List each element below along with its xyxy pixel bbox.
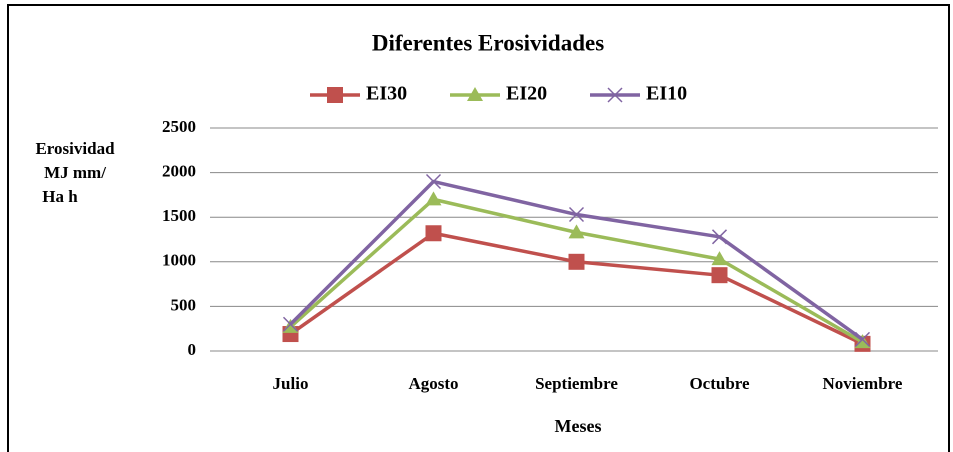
y-tick-label: 0 [188, 340, 197, 359]
marker [568, 224, 585, 239]
y-tick-label: 500 [171, 295, 197, 314]
legend-marker [327, 87, 343, 103]
marker [711, 267, 728, 284]
marker [282, 316, 299, 332]
marker [425, 225, 442, 242]
legend-marker [607, 87, 623, 103]
y-axis-label: Ha h [42, 187, 78, 206]
legend-marker [467, 87, 483, 101]
x-axis-label: Meses [555, 416, 602, 436]
y-axis-label: Erosividad [35, 139, 115, 158]
series-line [289, 197, 864, 344]
x-tick-label: Agosto [408, 374, 458, 393]
marker [854, 334, 871, 349]
y-tick-label: 2000 [162, 162, 196, 181]
y-tick-label: 1000 [162, 251, 196, 270]
marker [568, 253, 585, 270]
chart-frame [7, 4, 950, 452]
legend-label: EI30 [366, 83, 407, 105]
x-tick-label: Octubre [689, 374, 750, 393]
marker [282, 318, 299, 333]
x-tick-label: Noviembre [823, 374, 903, 393]
y-tick-label: 2500 [162, 117, 196, 136]
marker [854, 331, 871, 347]
y-tick-label: 1500 [162, 206, 196, 225]
x-tick-label: Septiembre [535, 374, 618, 393]
x-tick-label: Julio [273, 374, 309, 393]
chart-title: Diferentes Erosividades [372, 30, 604, 55]
legend-label: EI20 [506, 83, 547, 105]
y-axis-label: MJ mm/ [44, 163, 106, 182]
marker [711, 229, 728, 245]
marker [711, 251, 728, 266]
marker [425, 173, 442, 190]
marker [568, 206, 585, 223]
legend-label: EI10 [646, 83, 687, 105]
marker [425, 191, 442, 206]
